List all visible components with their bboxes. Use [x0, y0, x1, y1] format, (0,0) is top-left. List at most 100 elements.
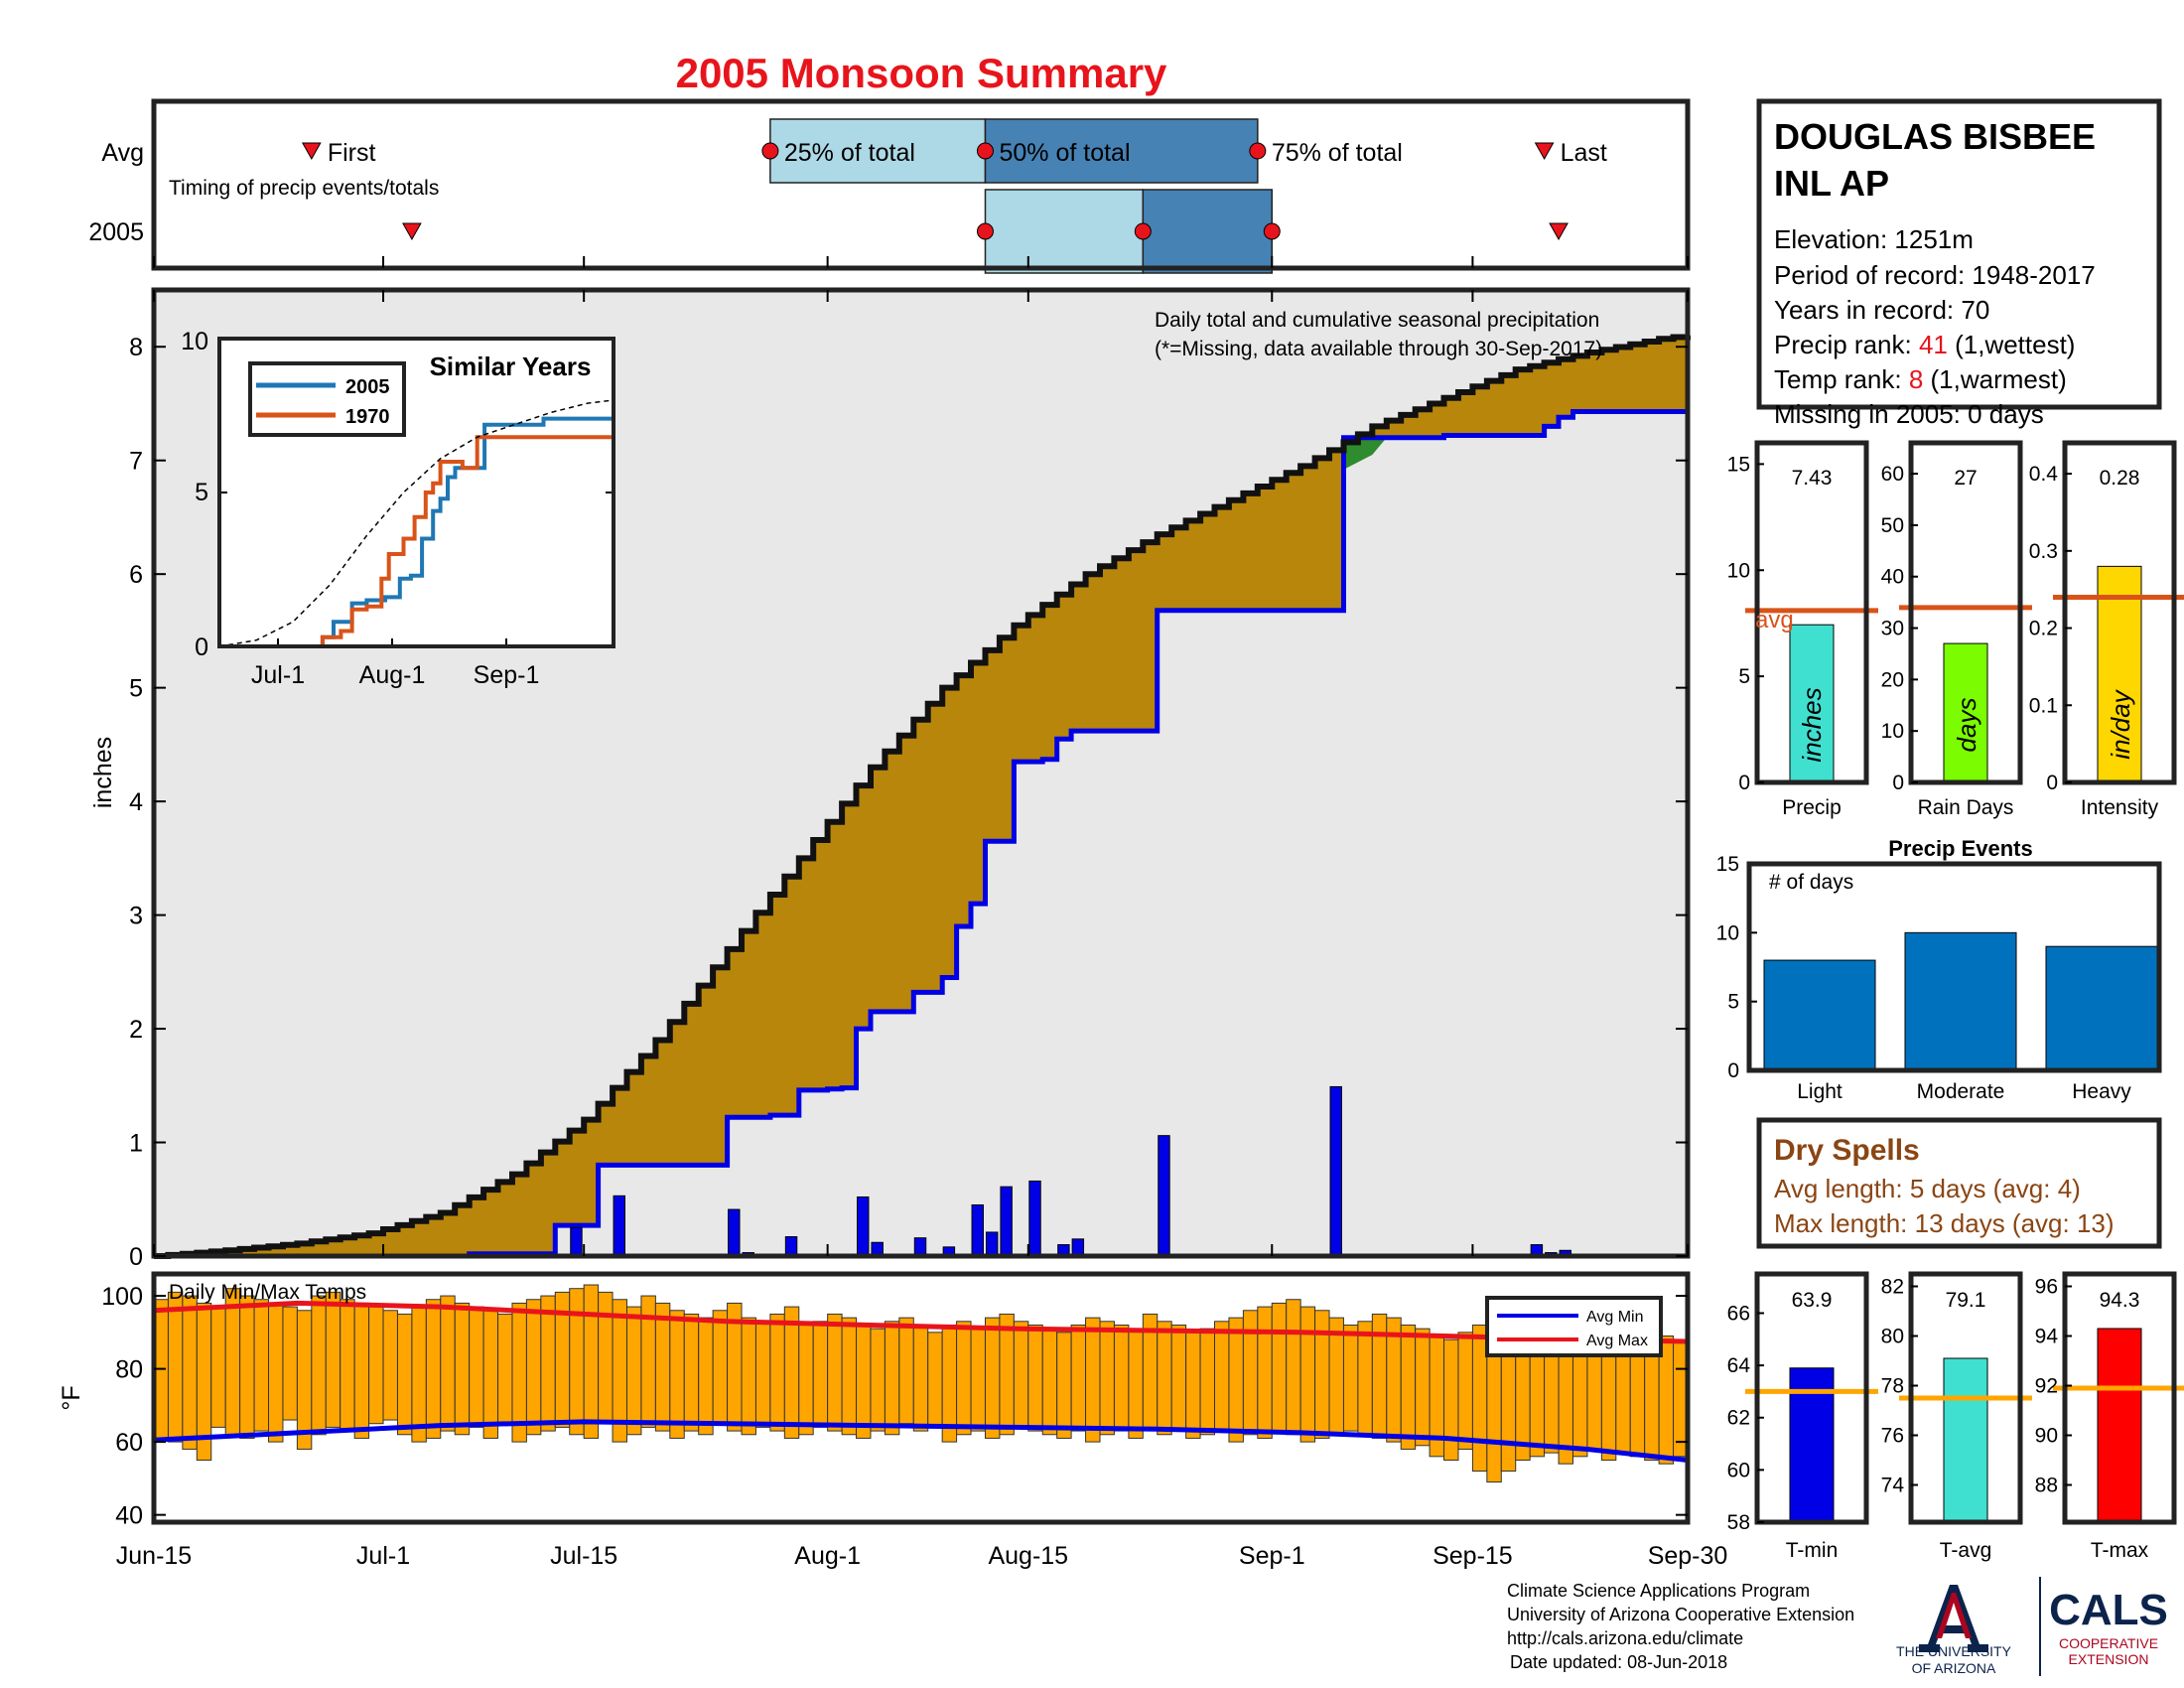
x-tick-jun15: Jun-15: [116, 1542, 192, 1570]
stat-intensity-unit: in/day: [2106, 688, 2135, 759]
daily-temp-bar: [625, 1306, 642, 1436]
ua-line2: OF ARIZONA: [1912, 1660, 1996, 1676]
q25-q50-box: [984, 189, 1145, 274]
inset-legend-2005: 2005: [345, 376, 390, 398]
x-tick-aug15: Aug-15: [988, 1542, 1068, 1570]
daily-temp-bar: [1586, 1342, 1602, 1450]
precip-y-tick-label: 0: [129, 1243, 143, 1271]
daily-precip-bar: [913, 1237, 927, 1257]
daily-temp-bar: [754, 1321, 771, 1428]
precip-missing-note: (*=Missing, data available through 30-Se…: [1155, 338, 1602, 360]
daily-temp-bar: [1271, 1302, 1288, 1432]
daily-temp-bar: [1027, 1324, 1043, 1432]
stat-intensity-tick-label: 0.3: [2029, 540, 2058, 563]
tstat-tmax-bar: [2097, 1328, 2142, 1523]
cumulative-2005-line: [154, 409, 1688, 1259]
station-period: Period of record: 1948-2017: [1774, 260, 2096, 290]
x-tick-jul1: Jul-1: [356, 1542, 410, 1570]
daily-temp-bar: [224, 1288, 241, 1436]
daily-temp-bar: [525, 1299, 542, 1436]
temp-y-tick-label: 80: [115, 1356, 143, 1384]
timing-marks: [301, 118, 1569, 274]
tstat-tmax-tick-label: 94: [2035, 1326, 2059, 1348]
tstat-tavg-tick-label: 82: [1881, 1276, 1904, 1299]
avg-max-line: [153, 1300, 1689, 1344]
x-tick-aug1: Aug-1: [794, 1542, 861, 1570]
stat-precip-tick-label: 0: [1738, 772, 1750, 794]
stat-raindays-label: Rain Days: [1918, 796, 2014, 819]
tstat-tavg-tick-label: 80: [1881, 1326, 1904, 1348]
tstat-tavg-tick-label: 76: [1881, 1425, 1904, 1448]
daily-temp-bar: [956, 1321, 972, 1436]
timing-panel: Avg 2005 Timing of precip events/totals …: [88, 98, 1691, 274]
daily-precip-bar: [1158, 1135, 1170, 1257]
daily-temp-bar: [654, 1302, 671, 1432]
daily-precip-bar: [971, 1203, 984, 1257]
events-cat-moderate: Moderate: [1917, 1080, 2005, 1103]
daily-precip-bar: [784, 1236, 798, 1257]
temp-title: Daily Min/Max Temps: [169, 1281, 366, 1304]
stat-intensity-tick-label: 0.4: [2029, 463, 2059, 486]
daily-temp-bar: [440, 1295, 456, 1432]
daily-temp-bar: [712, 1310, 729, 1425]
q25-q50-box: [769, 118, 987, 184]
daily-temp-bar: [1443, 1338, 1459, 1462]
x-tick-sep1: Sep-1: [1239, 1542, 1305, 1570]
daily-precip-bar: [1000, 1186, 1013, 1257]
cumulative-2005-area: [154, 411, 1688, 1256]
events-title: Precip Events: [1888, 836, 2033, 861]
events-cat-light: Light: [1797, 1080, 1843, 1103]
daily-temp-bar: [1242, 1310, 1259, 1436]
event-marker: [402, 222, 422, 241]
tstat-tmax-tick-label: 92: [2035, 1375, 2058, 1398]
x-tick-jul15: Jul-15: [550, 1542, 617, 1570]
inset-legend-1970: 1970: [345, 406, 390, 428]
daily-temp-bar: [1228, 1317, 1244, 1443]
daily-temp-bar: [1041, 1328, 1058, 1436]
inset-y-tick-0: 0: [195, 633, 208, 661]
daily-temp-bar: [1214, 1321, 1230, 1432]
daily-temp-bar: [340, 1299, 355, 1432]
stat-raindays-tick-label: 40: [1881, 566, 1904, 589]
quantile-marker: [1134, 222, 1152, 240]
tstat-tavg-tick-label: 74: [1881, 1475, 1905, 1497]
footer-line2: University of Arizona Cooperative Extens…: [1507, 1605, 1854, 1624]
daily-temp-bar: [1170, 1324, 1187, 1432]
first-label: First: [328, 139, 376, 167]
temp-frame: [151, 1271, 1691, 1525]
tstat-tmax-label: T-max: [2091, 1539, 2149, 1562]
daily-temp-bar: [783, 1306, 800, 1439]
daily-temp-bar: [884, 1321, 900, 1436]
tstat-tavg-value: 79.1: [1946, 1289, 1986, 1312]
daily-temp-bar: [1357, 1321, 1373, 1436]
daily-temp-bar: [425, 1299, 442, 1439]
precip-avg-label: avg: [1755, 607, 1794, 633]
temp-marks: [153, 1284, 1689, 1483]
inset-title: Similar Years: [430, 352, 592, 381]
events-ylabel: # of days: [1769, 871, 1853, 894]
footer-credits: Climate Science Applications Program Uni…: [1507, 1581, 1854, 1672]
q50-q75-box: [1142, 189, 1274, 274]
event-marker: [1534, 142, 1555, 161]
stat-precip-unit: inches: [1797, 687, 1827, 762]
stat-raindays-tick-label: 30: [1881, 618, 1904, 640]
q50-label: 50% of total: [999, 139, 1130, 167]
tstat-tmax-tick-label: 96: [2035, 1276, 2058, 1299]
daily-temp-bar: [741, 1317, 756, 1436]
stat-precip-label: Precip: [1782, 796, 1842, 819]
tstat-tavg-tick-label: 78: [1881, 1375, 1904, 1398]
daily-temp-bar: [1257, 1306, 1273, 1439]
q50-q75-box: [984, 118, 1259, 184]
daily-temp-bar: [669, 1310, 685, 1439]
precip-y-tick-label: 4: [129, 788, 143, 816]
temp-stat-panels: 58 60 62 64 66 74 76 78 80 82 88 90 92 94 96: [1727, 1271, 2184, 1534]
cals-sub2: EXTENSION: [2069, 1651, 2149, 1667]
stat-intensity-value: 0.28: [2100, 467, 2140, 490]
avg-cumulative-line: [154, 334, 1691, 1259]
inset-line-1970: [219, 435, 614, 648]
daily-temp-bar: [454, 1302, 471, 1436]
daily-temp-bar: [798, 1324, 814, 1436]
x-tick-sep15: Sep-15: [1433, 1542, 1513, 1570]
events-tick-label: 15: [1716, 853, 1739, 876]
station-name-line1: DOUGLAS BISBEE: [1774, 116, 2096, 157]
